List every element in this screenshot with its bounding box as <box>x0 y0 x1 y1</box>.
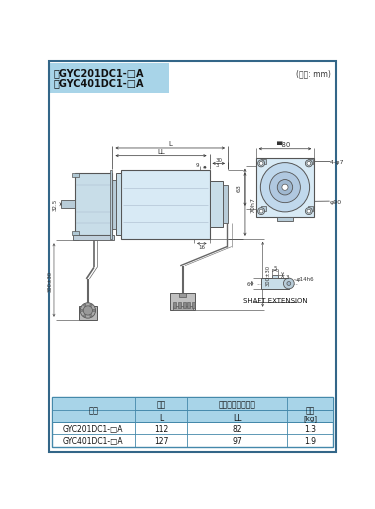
Bar <box>61 201 75 209</box>
Bar <box>173 302 176 308</box>
Bar <box>277 217 292 222</box>
Text: GYC201DC1-□A: GYC201DC1-□A <box>63 424 123 433</box>
Text: 質量: 質量 <box>306 406 315 414</box>
Bar <box>210 182 224 228</box>
Text: [kg]: [kg] <box>303 415 317 421</box>
Text: 97: 97 <box>232 436 242 445</box>
Bar <box>52 398 333 447</box>
Circle shape <box>90 315 92 317</box>
Bar <box>75 174 112 236</box>
Circle shape <box>284 278 294 289</box>
Text: 70h7: 70h7 <box>250 197 255 213</box>
Circle shape <box>259 210 263 214</box>
Circle shape <box>259 162 263 166</box>
Bar <box>170 293 195 310</box>
Text: 3: 3 <box>216 162 219 167</box>
Circle shape <box>80 303 96 319</box>
Bar <box>256 159 314 217</box>
Circle shape <box>282 185 288 191</box>
Text: 300±30: 300±30 <box>48 270 53 291</box>
Circle shape <box>305 208 312 215</box>
Bar <box>72 232 79 236</box>
Text: 300±30: 300±30 <box>266 264 270 285</box>
Bar <box>178 302 181 308</box>
Bar <box>112 180 116 230</box>
Text: ▀80: ▀80 <box>276 142 291 148</box>
Bar <box>272 275 278 278</box>
Bar <box>261 160 266 164</box>
Text: 112: 112 <box>154 424 168 433</box>
Text: 16: 16 <box>198 244 206 249</box>
Text: 寸法（フランジ）: 寸法（フランジ） <box>219 400 256 408</box>
Bar <box>261 278 289 289</box>
Circle shape <box>307 162 311 166</box>
Text: 1.3: 1.3 <box>304 424 316 433</box>
Bar <box>183 302 186 308</box>
Text: 形式: 形式 <box>88 406 98 414</box>
Text: 127: 127 <box>154 436 168 445</box>
Text: 63: 63 <box>237 184 242 192</box>
Bar <box>224 186 228 224</box>
Bar <box>309 160 313 164</box>
Circle shape <box>287 282 291 286</box>
Text: ・GYC201DC1-□A: ・GYC201DC1-□A <box>53 68 144 78</box>
Text: 32.5: 32.5 <box>52 199 57 211</box>
Text: 5: 5 <box>273 265 277 270</box>
Text: 9: 9 <box>195 162 199 167</box>
Text: L: L <box>159 413 163 422</box>
Text: (単位: mm): (単位: mm) <box>296 69 331 78</box>
Text: 30: 30 <box>215 158 222 163</box>
Text: 全長: 全長 <box>156 400 166 408</box>
Circle shape <box>258 161 265 167</box>
Text: L: L <box>168 141 172 147</box>
Text: GYC401DC1-□A: GYC401DC1-□A <box>63 436 123 445</box>
Bar <box>192 302 195 308</box>
Text: ・GYC401DC1-□A: ・GYC401DC1-□A <box>53 78 144 89</box>
Bar <box>179 293 186 297</box>
Circle shape <box>307 210 311 214</box>
Bar <box>52 398 333 422</box>
Text: 1.9: 1.9 <box>304 436 316 445</box>
Bar <box>73 236 114 241</box>
Text: 82: 82 <box>232 424 242 433</box>
Text: LL: LL <box>233 413 242 422</box>
Circle shape <box>81 309 83 312</box>
Bar <box>187 302 190 308</box>
Circle shape <box>258 208 265 215</box>
Circle shape <box>84 304 86 306</box>
Bar <box>79 306 97 320</box>
Text: 4-φ7: 4-φ7 <box>330 159 345 164</box>
Bar <box>121 170 210 239</box>
Bar <box>72 174 79 178</box>
Bar <box>50 64 169 93</box>
Circle shape <box>305 161 312 167</box>
Bar <box>116 174 121 236</box>
Bar <box>309 207 313 211</box>
Text: SHAFT EXTENSION: SHAFT EXTENSION <box>243 297 307 303</box>
Text: 3: 3 <box>285 274 289 279</box>
Circle shape <box>84 315 86 317</box>
Circle shape <box>270 173 300 203</box>
Text: φ90: φ90 <box>330 199 342 204</box>
Circle shape <box>93 309 95 312</box>
Text: 6: 6 <box>246 281 250 287</box>
Circle shape <box>277 180 292 195</box>
Bar <box>172 306 193 310</box>
Circle shape <box>90 304 92 306</box>
Bar <box>110 170 112 239</box>
Bar <box>261 207 266 211</box>
Text: φ14h6: φ14h6 <box>297 277 315 282</box>
Text: LL: LL <box>157 149 165 155</box>
Circle shape <box>83 306 93 316</box>
Circle shape <box>260 163 310 212</box>
